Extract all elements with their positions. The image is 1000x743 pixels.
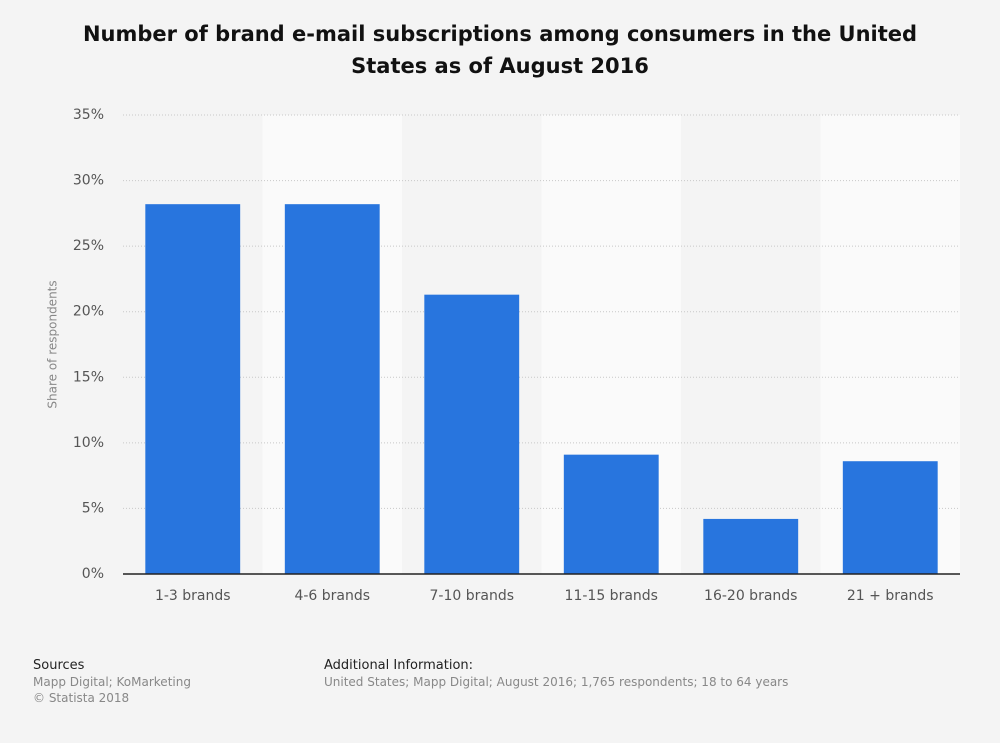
info-text: United States; Mapp Digital; August 2016… — [324, 675, 789, 689]
y-axis-label: Share of respondents — [46, 280, 60, 408]
bar — [703, 518, 799, 574]
bar — [842, 461, 938, 574]
sources-text: Mapp Digital; KoMarketing — [33, 675, 191, 689]
x-tick-label: 4-6 brands — [294, 588, 370, 604]
sources-title: Sources — [33, 658, 85, 673]
y-tick-label: 35% — [73, 107, 104, 123]
y-tick-label: 0% — [82, 566, 104, 582]
band-background — [681, 115, 821, 574]
x-tick-label: 1-3 brands — [155, 588, 231, 604]
x-tick-label: 16-20 brands — [704, 588, 797, 604]
x-tick-label: 11-15 brands — [565, 588, 658, 604]
y-tick-label: 25% — [73, 238, 104, 254]
sources: Sources Mapp Digital; KoMarketing © Stat… — [33, 657, 191, 706]
info-title: Additional Information: — [324, 658, 474, 673]
x-tick-label: 7-10 brands — [430, 588, 515, 604]
bar — [563, 454, 659, 574]
x-tick-label: 21 + brands — [847, 588, 934, 604]
y-tick-label: 20% — [73, 304, 104, 320]
y-tick-label: 30% — [73, 173, 104, 189]
y-tick-label: 10% — [73, 435, 104, 451]
chart-title: Number of brand e-mail subscriptions amo… — [82, 22, 918, 78]
bar — [284, 204, 380, 575]
additional-info: Additional Information: United States; M… — [324, 657, 788, 690]
bar — [145, 204, 241, 575]
copyright: © Statista 2018 — [33, 691, 130, 705]
y-tick-label: 15% — [73, 369, 104, 385]
y-tick-label: 5% — [82, 500, 104, 516]
bar — [424, 294, 520, 574]
